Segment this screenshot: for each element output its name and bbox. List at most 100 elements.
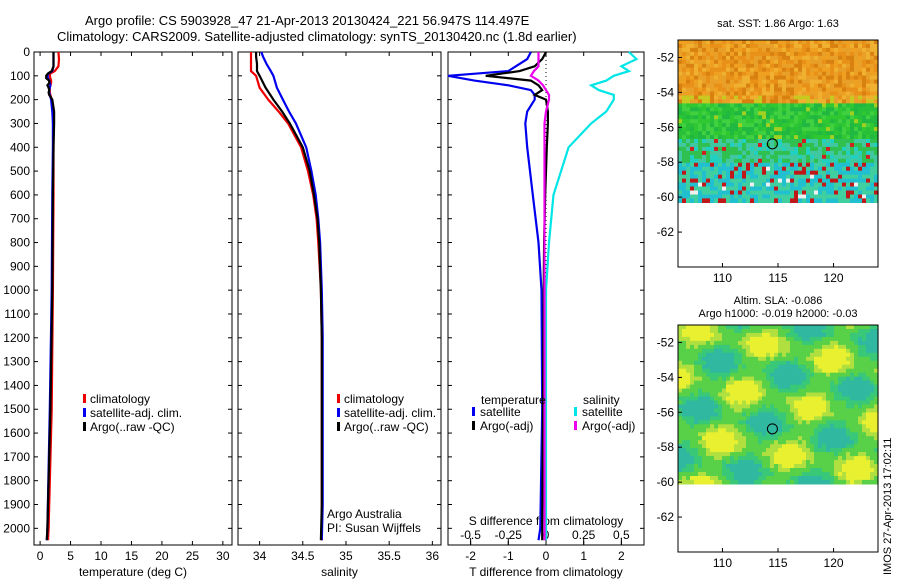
map-cell <box>858 344 863 350</box>
map-cell <box>770 356 775 362</box>
map-cell <box>702 364 707 370</box>
map-cell <box>846 182 851 188</box>
map-cell <box>838 472 843 477</box>
map-cell <box>714 329 719 334</box>
map-cell <box>806 416 811 421</box>
map-cell <box>798 412 803 417</box>
map-cell <box>778 99 783 104</box>
map-cell <box>730 178 735 184</box>
map-cell <box>794 344 799 350</box>
map-cell <box>682 368 687 374</box>
map-cell <box>706 71 711 77</box>
map-cell <box>790 372 795 378</box>
map-cell <box>774 325 779 330</box>
map-cell <box>746 388 751 394</box>
map-cell <box>710 348 715 354</box>
map-cell <box>802 468 807 473</box>
map-cell <box>778 44 783 49</box>
map-cell <box>678 190 683 196</box>
map-cell <box>758 468 763 473</box>
map-cell <box>810 432 815 437</box>
map-cell <box>874 190 879 196</box>
map-cell <box>842 170 847 176</box>
map-cell <box>754 174 759 180</box>
map-cell <box>870 420 875 425</box>
map-cell <box>754 340 759 346</box>
map-cell <box>762 479 767 485</box>
map-cell <box>762 352 767 358</box>
map-cell <box>874 348 879 354</box>
map-cell <box>678 396 683 402</box>
map-cell <box>782 166 787 172</box>
map-cell <box>686 388 691 394</box>
map-cell <box>710 139 715 144</box>
map-cell <box>826 178 831 184</box>
map-cell <box>714 162 719 168</box>
map-cell <box>798 182 803 188</box>
map-cell <box>838 356 843 362</box>
map-cell <box>782 468 787 473</box>
map-cell <box>738 51 743 57</box>
map-cell <box>774 432 779 437</box>
map-cell <box>722 356 727 362</box>
map-cell <box>830 384 835 390</box>
map-cell <box>758 452 763 457</box>
map-cell <box>870 190 875 196</box>
map-cell <box>810 99 815 104</box>
map-cell <box>698 472 703 477</box>
map-cell <box>710 162 715 168</box>
map-cell <box>702 444 707 449</box>
map-cell <box>810 190 815 196</box>
map-cell <box>802 388 807 394</box>
map-cell <box>710 404 715 409</box>
map-cell <box>794 174 799 180</box>
map-cell <box>726 332 731 338</box>
map-cell <box>810 472 815 477</box>
map-cell <box>814 420 819 425</box>
map-cell <box>870 464 875 469</box>
map-cell <box>838 376 843 382</box>
map-cell <box>758 146 763 152</box>
map-cell <box>802 344 807 350</box>
map-cell <box>682 460 687 465</box>
map-cell <box>766 178 771 184</box>
map-cell <box>770 154 775 160</box>
map-cell <box>698 135 703 140</box>
map-cell <box>694 336 699 342</box>
map-cell <box>770 476 775 481</box>
map-cell <box>730 194 735 200</box>
map-cell <box>870 424 875 429</box>
map-cell <box>730 360 735 366</box>
map-cell <box>854 444 859 449</box>
map-cell <box>790 194 795 200</box>
figure-title-line1: Argo profile: CS 5903928_47 21-Apr-2013 … <box>85 13 530 28</box>
map-cell <box>730 479 735 485</box>
diff-series-1 <box>485 51 550 541</box>
map-cell <box>734 186 739 192</box>
map-cell <box>730 198 735 203</box>
map-cell <box>838 352 843 358</box>
map-cell <box>786 158 791 164</box>
map-cell <box>834 325 839 330</box>
map-cell <box>698 190 703 196</box>
map-cell <box>774 428 779 433</box>
map-cell <box>862 380 867 386</box>
map-cell <box>762 59 767 65</box>
map-cell <box>690 472 695 477</box>
map-cell <box>690 332 695 338</box>
map-cell <box>802 174 807 180</box>
map-cell <box>782 428 787 433</box>
map-cell <box>786 135 791 140</box>
map-cell <box>770 40 775 45</box>
map-cell <box>814 127 819 132</box>
map-cell <box>702 182 707 188</box>
map-cell <box>858 194 863 200</box>
map-cell <box>714 91 719 97</box>
map-cell <box>854 468 859 473</box>
map-cell <box>806 340 811 346</box>
map-cell <box>774 95 779 101</box>
map-cell <box>850 51 855 57</box>
map-cell <box>806 448 811 453</box>
map-cell <box>738 368 743 374</box>
map-cell <box>698 424 703 429</box>
